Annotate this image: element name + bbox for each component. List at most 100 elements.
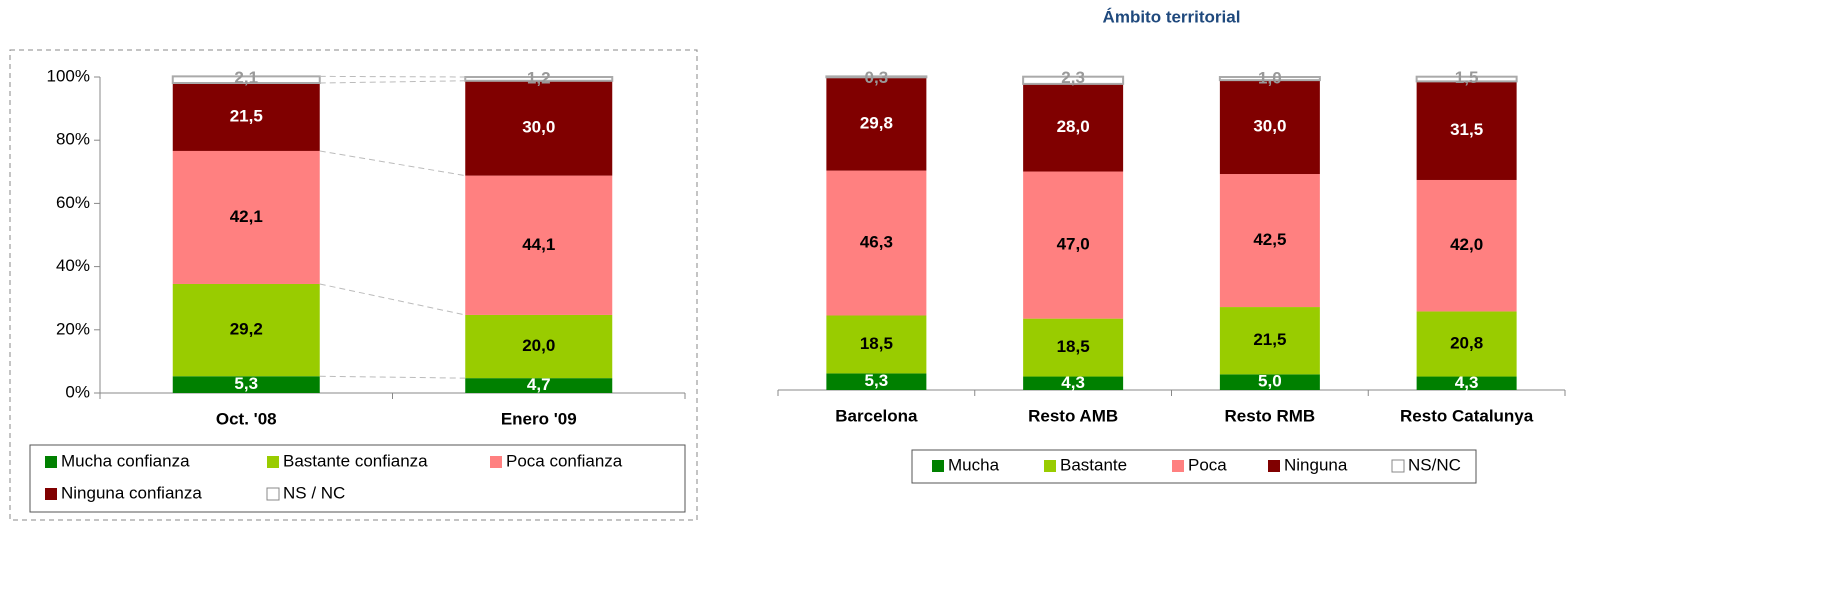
data-label: 2,1: [234, 68, 258, 87]
y-tick-label: 0%: [65, 382, 90, 401]
legend-label: Mucha confianza: [61, 451, 190, 470]
legend-swatch: [932, 460, 944, 472]
bar-segment: [1219, 374, 1320, 390]
bar-segment: [1219, 307, 1320, 375]
legend-label: Ninguna: [1284, 455, 1348, 474]
data-label: 30,0: [522, 118, 555, 137]
bar-segment: [1416, 376, 1517, 390]
bar-segment: [826, 170, 927, 316]
data-label: 18,5: [1057, 337, 1090, 356]
legend-label: Poca: [1188, 455, 1227, 474]
data-label: 0,3: [865, 68, 889, 87]
data-label: 5,3: [865, 371, 889, 390]
bar-segment: [172, 376, 320, 393]
bar-segment: [172, 150, 320, 284]
bar-segment: [826, 77, 927, 171]
bar-segment: [465, 378, 613, 393]
data-label: 1,2: [527, 68, 551, 87]
data-label: 4,3: [1455, 373, 1479, 392]
legend-label: Poca confianza: [506, 451, 623, 470]
x-tick-label: Resto Catalunya: [1400, 406, 1534, 425]
legend-swatch: [490, 456, 502, 468]
y-tick-label: 40%: [56, 256, 90, 275]
bar-segment: [172, 283, 320, 377]
data-label: 42,1: [230, 207, 263, 226]
data-label: 47,0: [1057, 235, 1090, 254]
bar-segment: [465, 314, 613, 379]
x-tick-label: Barcelona: [835, 406, 918, 425]
connector: [319, 80, 466, 84]
data-label: 2,3: [1061, 68, 1085, 87]
bar-segment: [465, 80, 613, 176]
data-label: 18,5: [860, 334, 893, 353]
legend-label: Bastante: [1060, 455, 1127, 474]
data-label: 1,0: [1258, 68, 1282, 87]
legend-label: Ninguna confianza: [61, 483, 202, 502]
connector: [319, 375, 466, 379]
data-label: 4,3: [1061, 373, 1085, 392]
bar-segment: [171, 75, 321, 85]
bar-segment: [1219, 174, 1320, 308]
data-label: 21,5: [230, 106, 263, 125]
panel-frame: [9, 49, 698, 521]
bar-segment: [1023, 318, 1124, 377]
legend-swatch: [45, 488, 57, 500]
connector: [319, 150, 466, 177]
data-label: 42,5: [1253, 230, 1286, 249]
x-tick-label: Resto AMB: [1028, 406, 1118, 425]
bar-segment: [1416, 81, 1517, 180]
bar-segment: [826, 315, 927, 374]
data-label: 4,7: [527, 375, 551, 394]
data-label: 31,5: [1450, 120, 1483, 139]
legend-frame: [911, 449, 1477, 484]
bar-segment: [826, 373, 927, 390]
legend-swatch: [1044, 460, 1056, 472]
connector: [319, 75, 466, 78]
bar-segment: [172, 83, 320, 151]
x-tick-label: Resto RMB: [1225, 406, 1316, 425]
y-tick-label: 80%: [56, 130, 90, 149]
bar-segment: [1023, 83, 1124, 172]
bar-segment: [1218, 76, 1321, 82]
y-tick-label: 60%: [56, 193, 90, 212]
bar-segment: [1415, 75, 1518, 83]
data-label: 21,5: [1253, 330, 1286, 349]
data-label: 46,3: [860, 233, 893, 252]
y-tick-label: 20%: [56, 319, 90, 338]
data-label: 5,3: [234, 374, 258, 393]
legend-label: Mucha: [948, 455, 1000, 474]
legend-swatch: [1391, 459, 1405, 473]
legend-frame: [29, 444, 686, 513]
data-label: 20,8: [1450, 333, 1483, 352]
x-tick-label: Oct. '08: [216, 409, 277, 428]
data-label: 20,0: [522, 336, 555, 355]
data-label: 42,0: [1450, 235, 1483, 254]
legend-swatch: [45, 456, 57, 468]
bar-segment: [1416, 311, 1517, 377]
data-label: 28,0: [1057, 117, 1090, 136]
legend-label: NS / NC: [283, 483, 345, 502]
data-label: 5,0: [1258, 372, 1282, 391]
y-tick-label: 100%: [47, 66, 90, 85]
connector: [319, 283, 466, 316]
bar-segment: [465, 175, 613, 315]
x-tick-label: Enero '09: [501, 409, 577, 428]
bar-segment: [1023, 376, 1124, 390]
chart-title: Ámbito territorial: [1103, 7, 1241, 26]
bar-segment: [825, 75, 928, 79]
legend-swatch: [1172, 460, 1184, 472]
data-label: 1,5: [1455, 68, 1479, 87]
bar-segment: [1416, 179, 1517, 312]
bar-segment: [464, 76, 614, 82]
bar-segment: [1022, 75, 1125, 85]
legend-label: NS/NC: [1408, 455, 1461, 474]
data-label: 29,2: [230, 320, 263, 339]
legend-swatch: [267, 456, 279, 468]
data-label: 44,1: [522, 235, 555, 254]
legend-swatch: [266, 487, 280, 501]
bar-segment: [1219, 80, 1320, 175]
data-label: 29,8: [860, 113, 893, 132]
legend-label: Bastante confianza: [283, 451, 428, 470]
bar-segment: [1023, 171, 1124, 319]
